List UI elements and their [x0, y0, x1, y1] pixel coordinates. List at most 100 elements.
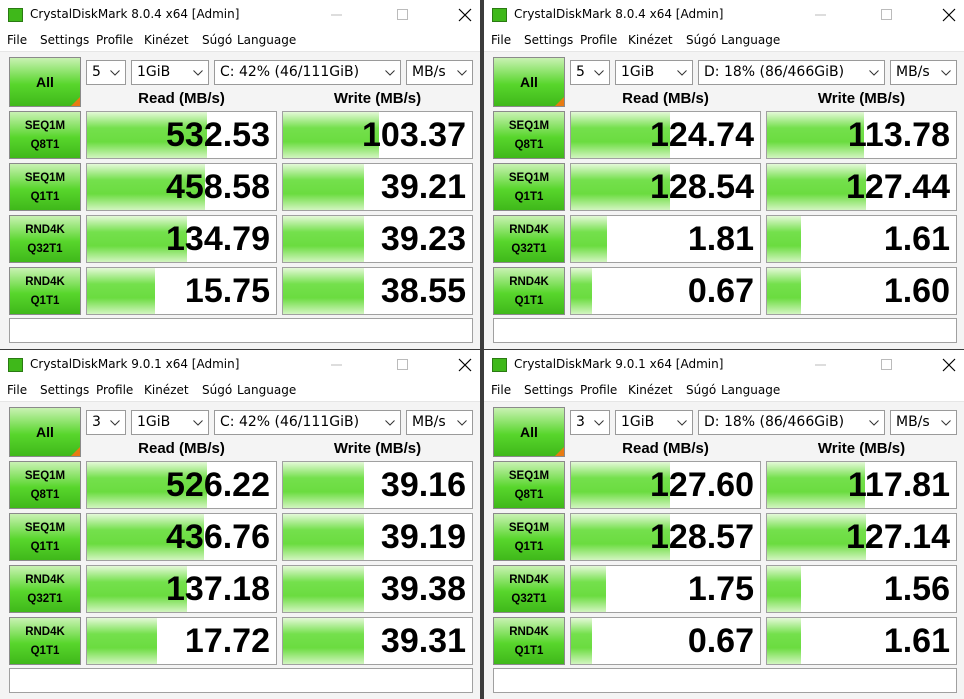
maximize-button[interactable] [880, 358, 894, 372]
test-button[interactable]: RND4K Q32T1 [493, 565, 565, 613]
size-dropdown[interactable]: 1GiB [131, 60, 209, 85]
read-header: Read (MB/s) [138, 440, 225, 457]
unit-dropdown[interactable]: MB/s [406, 60, 473, 85]
menu-item[interactable]: Language [721, 33, 781, 47]
maximize-button[interactable] [396, 358, 410, 372]
menu-item[interactable]: Settings [524, 383, 574, 397]
menu-item[interactable]: Settings [524, 33, 574, 47]
write-cell: 103.37 [282, 111, 473, 159]
maximize-button[interactable] [396, 8, 410, 22]
menu-item[interactable]: Súgó [202, 33, 233, 47]
menu-item[interactable]: Settings [40, 33, 90, 47]
all-button[interactable]: All [9, 407, 81, 457]
drive-dropdown[interactable]: C: 42% (46/111GiB) [214, 410, 401, 435]
maximize-button[interactable] [880, 8, 894, 22]
menu-item[interactable]: Language [237, 383, 297, 397]
unit-dropdown[interactable]: MB/s [406, 410, 473, 435]
size-dropdown-value: 1GiB [137, 414, 171, 430]
minimize-button[interactable] [814, 358, 828, 372]
menu-item[interactable]: Kinézet [628, 383, 673, 397]
menu-item[interactable]: Súgó [686, 33, 717, 47]
write-cell: 39.31 [282, 617, 473, 665]
count-dropdown[interactable]: 5 [570, 60, 610, 85]
menu-item[interactable]: File [7, 33, 28, 47]
read-cell: 1.81 [570, 215, 761, 263]
test-queue: Q32T1 [27, 593, 63, 605]
menu-item[interactable]: Language [237, 33, 297, 47]
test-button[interactable]: RND4K Q32T1 [9, 565, 81, 613]
size-dropdown[interactable]: 1GiB [615, 410, 693, 435]
close-button[interactable] [942, 358, 956, 372]
comment-box[interactable] [9, 668, 473, 693]
test-button[interactable]: SEQ1M Q8T1 [493, 461, 565, 509]
test-button[interactable]: SEQ1M Q1T1 [9, 513, 81, 561]
test-button[interactable]: RND4K Q1T1 [493, 617, 565, 665]
all-button[interactable]: All [493, 57, 565, 107]
comment-box[interactable] [493, 318, 957, 343]
menu-item[interactable]: Profile [96, 383, 134, 397]
test-button[interactable]: RND4K Q32T1 [493, 215, 565, 263]
read-cell: 127.60 [570, 461, 761, 509]
write-value: 38.55 [380, 272, 466, 310]
test-button[interactable]: RND4K Q1T1 [9, 267, 81, 315]
comment-box[interactable] [9, 318, 473, 343]
count-dropdown[interactable]: 3 [86, 410, 126, 435]
minimize-button[interactable] [330, 358, 344, 372]
count-dropdown[interactable]: 5 [86, 60, 126, 85]
test-button[interactable]: RND4K Q1T1 [493, 267, 565, 315]
test-button[interactable]: SEQ1M Q1T1 [493, 163, 565, 211]
close-button[interactable] [942, 8, 956, 22]
test-queue: Q1T1 [30, 541, 60, 553]
test-button[interactable]: SEQ1M Q1T1 [9, 163, 81, 211]
test-button[interactable]: SEQ1M Q8T1 [9, 461, 81, 509]
menu-item[interactable]: Súgó [686, 383, 717, 397]
test-queue: Q32T1 [27, 243, 63, 255]
unit-dropdown-value: MB/s [896, 414, 930, 430]
menu-item[interactable]: Profile [580, 383, 618, 397]
menu-item[interactable]: Súgó [202, 383, 233, 397]
read-value: 532.53 [166, 116, 270, 154]
menu-item[interactable]: File [7, 383, 28, 397]
test-button[interactable]: RND4K Q32T1 [9, 215, 81, 263]
minimize-button[interactable] [330, 8, 344, 22]
menu-item[interactable]: Kinézet [628, 33, 673, 47]
read-cell: 17.72 [86, 617, 277, 665]
menu-item[interactable]: File [491, 383, 512, 397]
read-cell: 436.76 [86, 513, 277, 561]
size-dropdown[interactable]: 1GiB [615, 60, 693, 85]
read-bar [87, 216, 187, 262]
test-queue: Q1T1 [514, 191, 544, 203]
menu-item[interactable]: Settings [40, 383, 90, 397]
test-button[interactable]: SEQ1M Q8T1 [9, 111, 81, 159]
test-button[interactable]: SEQ1M Q8T1 [493, 111, 565, 159]
read-value: 526.22 [166, 466, 270, 504]
test-button[interactable]: SEQ1M Q1T1 [493, 513, 565, 561]
count-dropdown[interactable]: 3 [570, 410, 610, 435]
window-title: CrystalDiskMark 9.0.1 x64 [Admin] [30, 357, 240, 371]
menu-item[interactable]: Kinézet [144, 383, 189, 397]
write-header: Write (MB/s) [817, 440, 906, 457]
unit-dropdown[interactable]: MB/s [890, 60, 957, 85]
comment-box[interactable] [493, 668, 957, 693]
menu-item[interactable]: Profile [580, 33, 618, 47]
test-name: RND4K [25, 224, 65, 236]
size-dropdown-value: 1GiB [621, 414, 655, 430]
drive-dropdown[interactable]: C: 42% (46/111GiB) [214, 60, 401, 85]
read-bar [87, 618, 157, 664]
menu-item[interactable]: Profile [96, 33, 134, 47]
menu-item[interactable]: File [491, 33, 512, 47]
drive-dropdown[interactable]: D: 18% (86/466GiB) [698, 410, 885, 435]
all-button[interactable]: All [493, 407, 565, 457]
test-queue: Q1T1 [514, 295, 544, 307]
drive-dropdown-value: C: 42% (46/111GiB) [220, 64, 360, 80]
test-button[interactable]: RND4K Q1T1 [9, 617, 81, 665]
size-dropdown[interactable]: 1GiB [131, 410, 209, 435]
unit-dropdown[interactable]: MB/s [890, 410, 957, 435]
minimize-button[interactable] [814, 8, 828, 22]
menu-item[interactable]: Language [721, 383, 781, 397]
all-button[interactable]: All [9, 57, 81, 107]
close-button[interactable] [458, 8, 472, 22]
drive-dropdown[interactable]: D: 18% (86/466GiB) [698, 60, 885, 85]
close-button[interactable] [458, 358, 472, 372]
menu-item[interactable]: Kinézet [144, 33, 189, 47]
